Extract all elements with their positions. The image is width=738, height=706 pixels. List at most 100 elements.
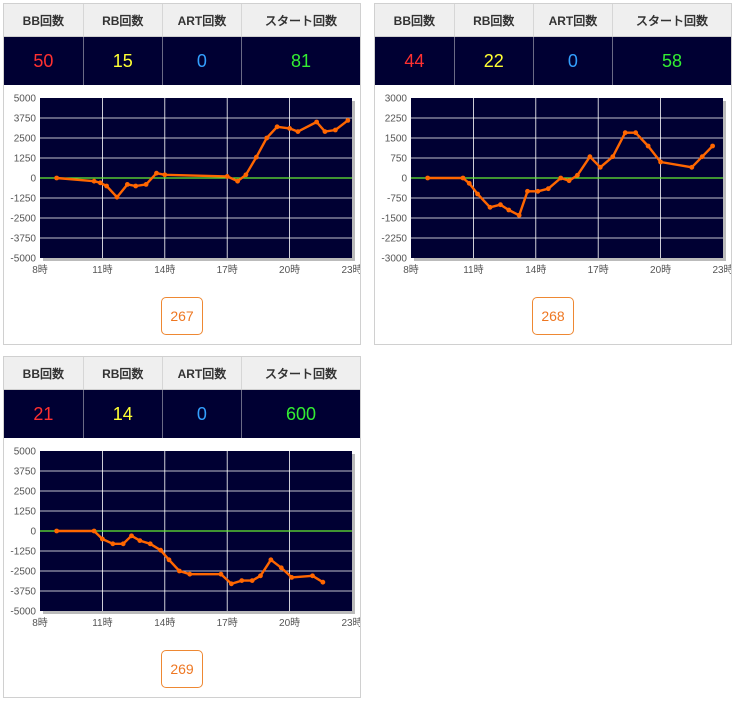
rb-header: RB回数 — [83, 357, 163, 390]
data-point — [239, 578, 245, 583]
bb-header: BB回数 — [4, 4, 84, 37]
data-point — [224, 174, 230, 179]
rb-count: 14 — [83, 389, 163, 438]
data-point — [289, 575, 295, 580]
data-point — [91, 528, 97, 534]
bb-header: BB回数 — [375, 4, 455, 37]
x-tick-label: 20時 — [279, 617, 300, 629]
series-line — [56, 529, 324, 586]
start-count: 81 — [241, 36, 360, 85]
data-point — [104, 183, 109, 189]
data-point — [114, 194, 120, 200]
data-point — [264, 135, 270, 141]
x-tick-label: 14時 — [154, 264, 175, 276]
data-point — [516, 212, 522, 218]
data-point — [120, 541, 126, 547]
data-point — [100, 536, 105, 542]
data-point — [498, 202, 503, 208]
rb-count: 22 — [454, 36, 534, 85]
y-tick-label: -2500 — [10, 567, 36, 578]
x-tick-label: 8時 — [403, 264, 419, 276]
data-point — [235, 178, 241, 184]
y-tick-label: -3750 — [10, 234, 36, 245]
x-tick-label: 11時 — [92, 617, 112, 629]
machine-card-269: BB回数 RB回数 ART回数 スタート回数 21 14 0 600 5000 3… — [3, 356, 361, 698]
x-tick-label: 23時 — [341, 264, 360, 276]
data-point — [645, 143, 651, 149]
bb-count: 21 — [4, 389, 84, 438]
data-point — [187, 571, 193, 577]
data-point — [310, 573, 315, 579]
y-tick-label: 2500 — [14, 487, 37, 498]
rb-header: RB回数 — [454, 4, 534, 37]
data-point — [154, 170, 159, 176]
y-tick-label: -2500 — [10, 214, 36, 225]
machine-number-button[interactable]: 267 — [161, 297, 203, 335]
bb-count: 50 — [4, 36, 84, 85]
data-point — [545, 186, 551, 192]
data-point — [314, 119, 320, 125]
data-point — [525, 188, 530, 194]
data-point — [322, 129, 328, 134]
data-point — [425, 175, 431, 181]
data-point — [143, 182, 149, 187]
y-tick-label: 2500 — [14, 134, 37, 145]
x-tick-label: 20時 — [650, 264, 671, 276]
data-point — [575, 172, 580, 178]
data-point — [158, 547, 164, 553]
data-point — [658, 159, 663, 165]
y-tick-label: -1250 — [10, 547, 36, 558]
y-tick-label: 2250 — [385, 114, 408, 125]
start-header: スタート回数 — [612, 4, 731, 37]
data-point — [633, 130, 639, 136]
data-point — [54, 528, 60, 534]
x-tick-label: 20時 — [279, 264, 300, 276]
y-tick-label: 1250 — [14, 154, 37, 165]
data-point — [274, 124, 280, 130]
data-point — [91, 178, 97, 184]
series-line — [427, 131, 714, 217]
data-point — [597, 164, 603, 170]
stats-table: BB回数 RB回数 ART回数 スタート回数 50 15 0 81 — [4, 4, 360, 85]
y-tick-label: 3750 — [14, 467, 37, 478]
bb-count: 44 — [375, 36, 455, 85]
y-tick-label: -1500 — [381, 214, 407, 225]
y-tick-label: 1500 — [385, 134, 408, 145]
art-count: 0 — [162, 36, 243, 85]
stats-table: BB回数 RB回数 ART回数 スタート回数 44 22 0 58 — [375, 4, 731, 85]
data-point — [622, 130, 628, 136]
stats-table: BB回数 RB回数 ART回数 スタート回数 21 14 0 600 — [4, 357, 360, 438]
data-point — [320, 579, 326, 585]
data-point — [610, 154, 616, 160]
x-tick-label: 11時 — [463, 264, 483, 276]
y-tick-label: -3000 — [381, 254, 407, 265]
y-tick-label: -2250 — [381, 234, 407, 245]
y-tick-label: 3000 — [385, 94, 408, 105]
data-point — [129, 533, 134, 539]
data-point — [475, 191, 480, 197]
rb-count: 15 — [83, 36, 163, 85]
start-count: 600 — [241, 389, 360, 438]
machine-number-button[interactable]: 268 — [532, 297, 574, 335]
y-tick-label: -750 — [387, 194, 407, 205]
y-tick-label: 0 — [30, 527, 36, 538]
data-point — [133, 183, 139, 189]
data-point — [249, 578, 255, 583]
machine-number-button[interactable]: 269 — [161, 650, 203, 688]
machine-card-268: BB回数 RB回数 ART回数 スタート回数 44 22 0 58 3000 22… — [374, 3, 732, 345]
data-point — [278, 565, 284, 571]
data-point — [699, 154, 705, 160]
y-tick-label: 1250 — [14, 507, 37, 518]
x-tick-label: 14時 — [525, 264, 546, 276]
art-header: ART回数 — [533, 4, 614, 37]
data-point — [176, 568, 182, 574]
y-tick-label: 5000 — [14, 447, 37, 458]
art-count: 0 — [162, 389, 243, 438]
data-point — [710, 143, 715, 149]
x-tick-label: 11時 — [92, 264, 112, 276]
series-line — [56, 119, 349, 199]
art-header: ART回数 — [162, 4, 243, 37]
data-point — [345, 118, 351, 123]
